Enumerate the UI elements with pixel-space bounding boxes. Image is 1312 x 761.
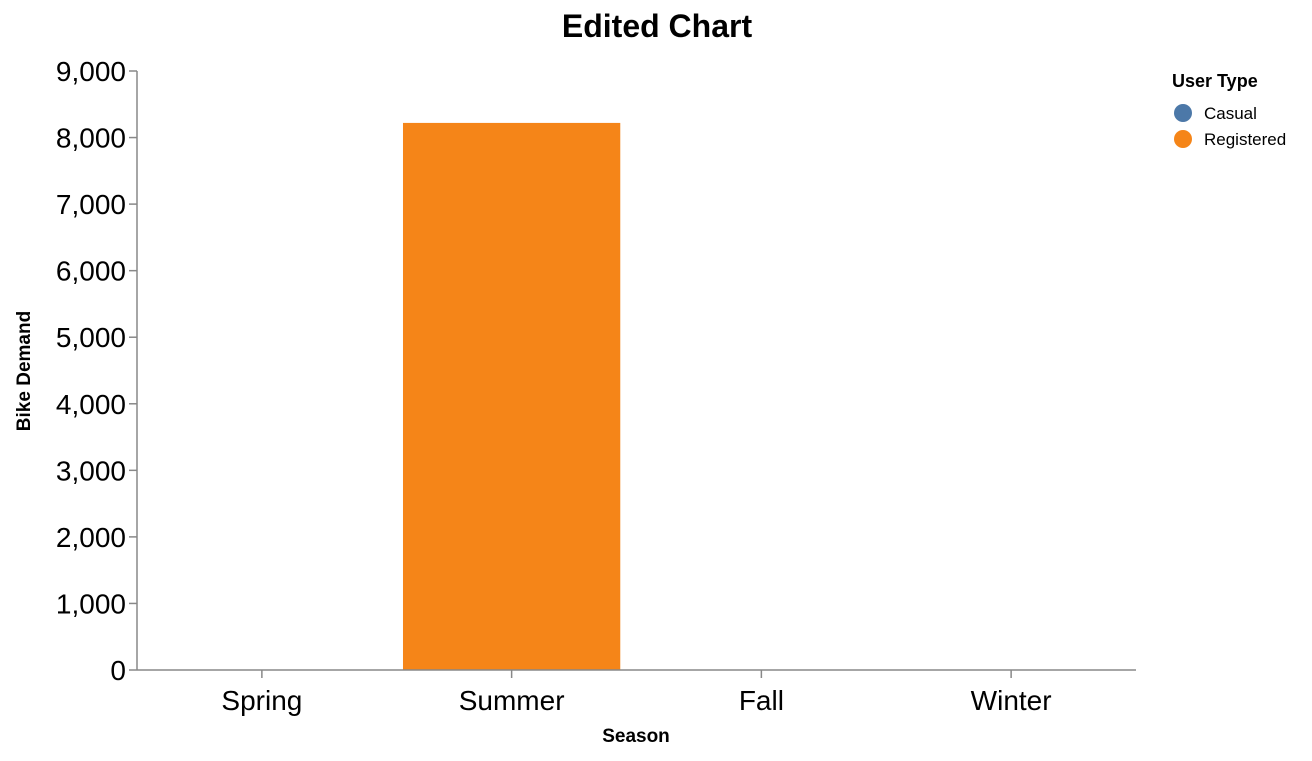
y-tick-label: 8,000 [56, 123, 126, 154]
x-tick-label-winter: Winter [971, 685, 1052, 716]
x-tick-label-fall: Fall [739, 685, 784, 716]
y-tick-label: 2,000 [56, 522, 126, 553]
legend-swatch-registered [1174, 130, 1192, 148]
legend-title: User Type [1172, 71, 1258, 91]
x-tick-label-summer: Summer [459, 685, 565, 716]
legend-label-registered: Registered [1204, 130, 1286, 149]
legend-swatch-casual [1174, 104, 1192, 122]
y-axis-title: Bike Demand [14, 311, 35, 431]
y-tick-label: 5,000 [56, 322, 126, 353]
chart-title: Edited Chart [562, 8, 753, 44]
legend-entries: Casual Registered [1174, 104, 1286, 149]
x-axis-title: Season [602, 726, 670, 747]
y-tick-label: 0 [110, 655, 126, 686]
legend-label-casual: Casual [1204, 104, 1257, 123]
y-tick-label: 3,000 [56, 455, 126, 486]
x-tick-label-spring: Spring [221, 685, 302, 716]
bar-registered-summer [402, 122, 621, 670]
y-tick-label: 4,000 [56, 389, 126, 420]
legend: User Type Casual Registered [1172, 71, 1286, 149]
bars-layer [402, 122, 621, 670]
y-tick-label: 1,000 [56, 588, 126, 619]
y-axis: 0 1,000 2,000 3,000 4,000 5,000 6,000 7,000 8,00… [56, 56, 138, 686]
y-tick-label: 6,000 [56, 256, 126, 287]
y-tick-label: 9,000 [56, 56, 126, 87]
x-axis: Spring Summer Fall Winter [137, 669, 1136, 716]
y-tick-label: 7,000 [56, 189, 126, 220]
